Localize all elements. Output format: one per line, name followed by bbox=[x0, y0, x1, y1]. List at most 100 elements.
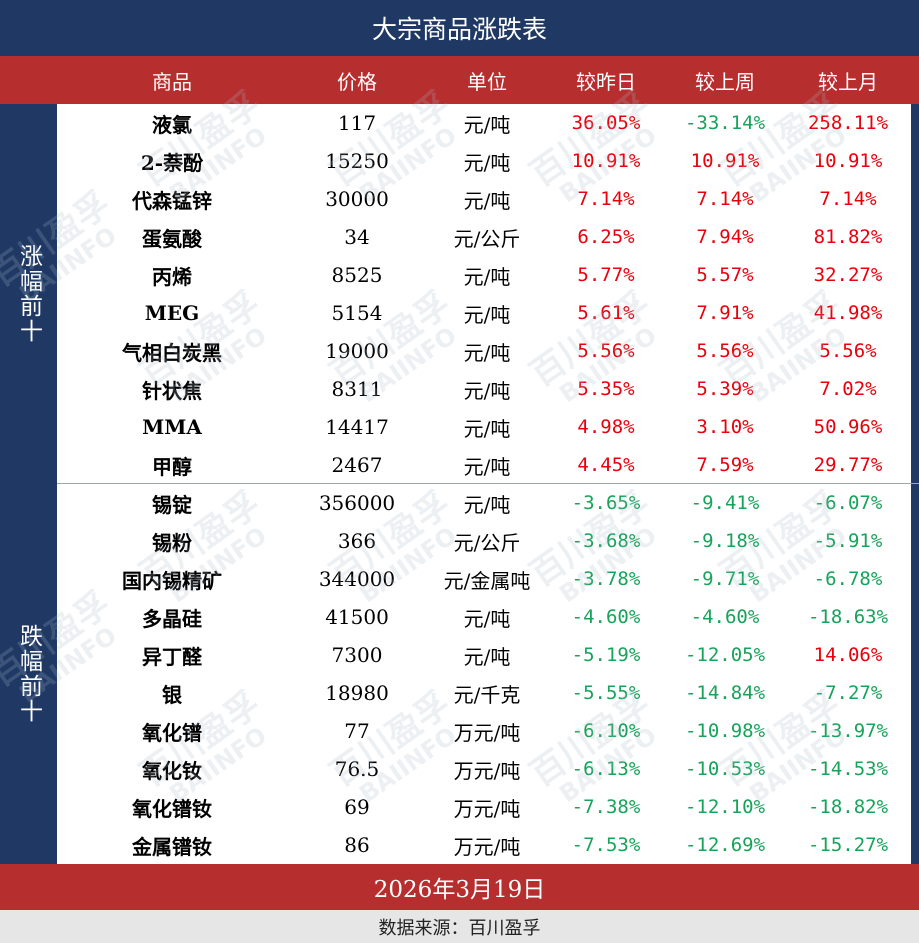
table-right-border bbox=[911, 104, 919, 864]
week-change-cell: 7.94% bbox=[696, 226, 754, 248]
commodity-name: 锡粉 bbox=[152, 530, 192, 555]
price-cell: 5154 bbox=[331, 301, 383, 325]
date-footer: 2026年3月19日 bbox=[0, 864, 919, 910]
week-change-cell: -10.98% bbox=[684, 720, 766, 742]
commodity-name: 丙烯 bbox=[152, 264, 192, 289]
day-change-cell: 4.98% bbox=[577, 416, 635, 438]
month-change-cell: -7.27% bbox=[813, 682, 883, 704]
price-cell: 117 bbox=[337, 111, 377, 135]
table-row: MMA 14417 元/吨 4.98% 3.10% 50.96% bbox=[57, 408, 911, 446]
table-row: 2-萘酚 15250 元/吨 10.91% 10.91% 10.91% bbox=[57, 142, 911, 180]
commodity-name: 气相白炭黑 bbox=[122, 340, 222, 365]
day-change-cell: -6.10% bbox=[571, 720, 641, 742]
week-change-cell: -10.53% bbox=[684, 758, 766, 780]
month-change-cell: -18.63% bbox=[807, 606, 889, 628]
day-change-cell: 5.61% bbox=[577, 302, 635, 324]
month-change-cell: -13.97% bbox=[807, 720, 889, 742]
week-change-cell: -12.69% bbox=[684, 834, 766, 856]
unit-cell: 元/吨 bbox=[463, 150, 511, 175]
unit-cell: 元/公斤 bbox=[453, 226, 521, 251]
commodity-name: 金属镨钕 bbox=[132, 834, 212, 859]
month-change-cell: 14.06% bbox=[813, 644, 883, 666]
week-change-cell: 7.14% bbox=[696, 188, 754, 210]
table-row: MEG 5154 元/吨 5.61% 7.91% 41.98% bbox=[57, 294, 911, 332]
price-cell: 8525 bbox=[331, 263, 383, 287]
unit-cell: 元/金属吨 bbox=[443, 568, 531, 593]
price-cell: 366 bbox=[337, 529, 377, 553]
commodity-name: 针状焦 bbox=[142, 378, 202, 403]
month-change-cell: 258.11% bbox=[807, 112, 889, 134]
week-change-cell: -9.71% bbox=[690, 568, 760, 590]
unit-cell: 元/吨 bbox=[463, 340, 511, 365]
month-change-cell: -15.27% bbox=[807, 834, 889, 856]
price-cell: 30000 bbox=[325, 187, 389, 211]
table-row: 氧化镨 77 万元/吨 -6.10% -10.98% -13.97% bbox=[57, 712, 911, 750]
commodity-name: 异丁醛 bbox=[142, 644, 202, 669]
unit-cell: 元/公斤 bbox=[453, 530, 521, 555]
day-change-cell: -7.38% bbox=[571, 796, 641, 818]
header-unit: 单位 bbox=[467, 69, 507, 94]
week-change-cell: -9.41% bbox=[690, 492, 760, 514]
table-row: 针状焦 8311 元/吨 5.35% 5.39% 7.02% bbox=[57, 370, 911, 408]
price-cell: 76.5 bbox=[334, 757, 380, 781]
header-name: 商品 bbox=[152, 69, 192, 94]
group-divider bbox=[57, 483, 919, 484]
commodity-name: 锡锭 bbox=[152, 492, 192, 517]
month-change-cell: -6.78% bbox=[813, 568, 883, 590]
day-change-cell: 10.91% bbox=[571, 150, 641, 172]
day-change-cell: -4.60% bbox=[571, 606, 641, 628]
week-change-cell: 5.39% bbox=[696, 378, 754, 400]
day-change-cell: 5.35% bbox=[577, 378, 635, 400]
day-change-cell: 5.56% bbox=[577, 340, 635, 362]
commodity-name: 氧化镨 bbox=[142, 720, 202, 745]
group-label-top-gainers: 涨幅前十 bbox=[0, 104, 57, 484]
price-cell: 356000 bbox=[318, 491, 396, 515]
source-footer: 数据来源：百川盈孚 bbox=[0, 910, 919, 943]
month-change-cell: 81.82% bbox=[813, 226, 883, 248]
commodity-name: 氧化钕 bbox=[142, 758, 202, 783]
unit-cell: 元/吨 bbox=[463, 188, 511, 213]
day-change-cell: 4.45% bbox=[577, 454, 635, 476]
month-change-cell: -18.82% bbox=[807, 796, 889, 818]
table-row: 多晶硅 41500 元/吨 -4.60% -4.60% -18.63% bbox=[57, 598, 911, 636]
unit-cell: 万元/吨 bbox=[453, 796, 521, 821]
month-change-cell: 32.27% bbox=[813, 264, 883, 286]
week-change-cell: 3.10% bbox=[696, 416, 754, 438]
unit-cell: 元/吨 bbox=[463, 606, 511, 631]
header-price: 价格 bbox=[337, 69, 377, 94]
commodity-name: 甲醇 bbox=[152, 454, 192, 479]
week-change-cell: 5.57% bbox=[696, 264, 754, 286]
month-change-cell: 10.91% bbox=[813, 150, 883, 172]
day-change-cell: 6.25% bbox=[577, 226, 635, 248]
week-change-cell: 10.91% bbox=[690, 150, 760, 172]
price-cell: 41500 bbox=[325, 605, 389, 629]
price-cell: 14417 bbox=[325, 415, 389, 439]
price-cell: 77 bbox=[344, 719, 370, 743]
price-cell: 8311 bbox=[331, 377, 383, 401]
unit-cell: 万元/吨 bbox=[453, 834, 521, 859]
month-change-cell: 50.96% bbox=[813, 416, 883, 438]
week-change-cell: -12.10% bbox=[684, 796, 766, 818]
unit-cell: 元/吨 bbox=[463, 302, 511, 327]
table-row: 氧化镨钕 69 万元/吨 -7.38% -12.10% -18.82% bbox=[57, 788, 911, 826]
day-change-cell: 36.05% bbox=[571, 112, 641, 134]
month-change-cell: 5.56% bbox=[819, 340, 877, 362]
commodity-name: 国内锡精矿 bbox=[122, 568, 222, 593]
price-cell: 344000 bbox=[318, 567, 396, 591]
unit-cell: 元/吨 bbox=[463, 264, 511, 289]
table-row: 氧化钕 76.5 万元/吨 -6.13% -10.53% -14.53% bbox=[57, 750, 911, 788]
commodity-name: 多晶硅 bbox=[142, 606, 202, 631]
table-row: 丙烯 8525 元/吨 5.77% 5.57% 32.27% bbox=[57, 256, 911, 294]
commodity-name: 2-萘酚 bbox=[140, 150, 204, 175]
week-change-cell: -12.05% bbox=[684, 644, 766, 666]
price-cell: 86 bbox=[344, 833, 370, 857]
month-change-cell: 7.14% bbox=[819, 188, 877, 210]
month-change-cell: -14.53% bbox=[807, 758, 889, 780]
table-row: 锡粉 366 元/公斤 -3.68% -9.18% -5.91% bbox=[57, 522, 911, 560]
price-cell: 18980 bbox=[325, 681, 389, 705]
table-row: 代森锰锌 30000 元/吨 7.14% 7.14% 7.14% bbox=[57, 180, 911, 218]
table-header: 商品 价格 单位 较昨日 较上周 较上月 bbox=[0, 56, 919, 104]
unit-cell: 万元/吨 bbox=[453, 758, 521, 783]
commodity-name: 银 bbox=[162, 682, 182, 707]
